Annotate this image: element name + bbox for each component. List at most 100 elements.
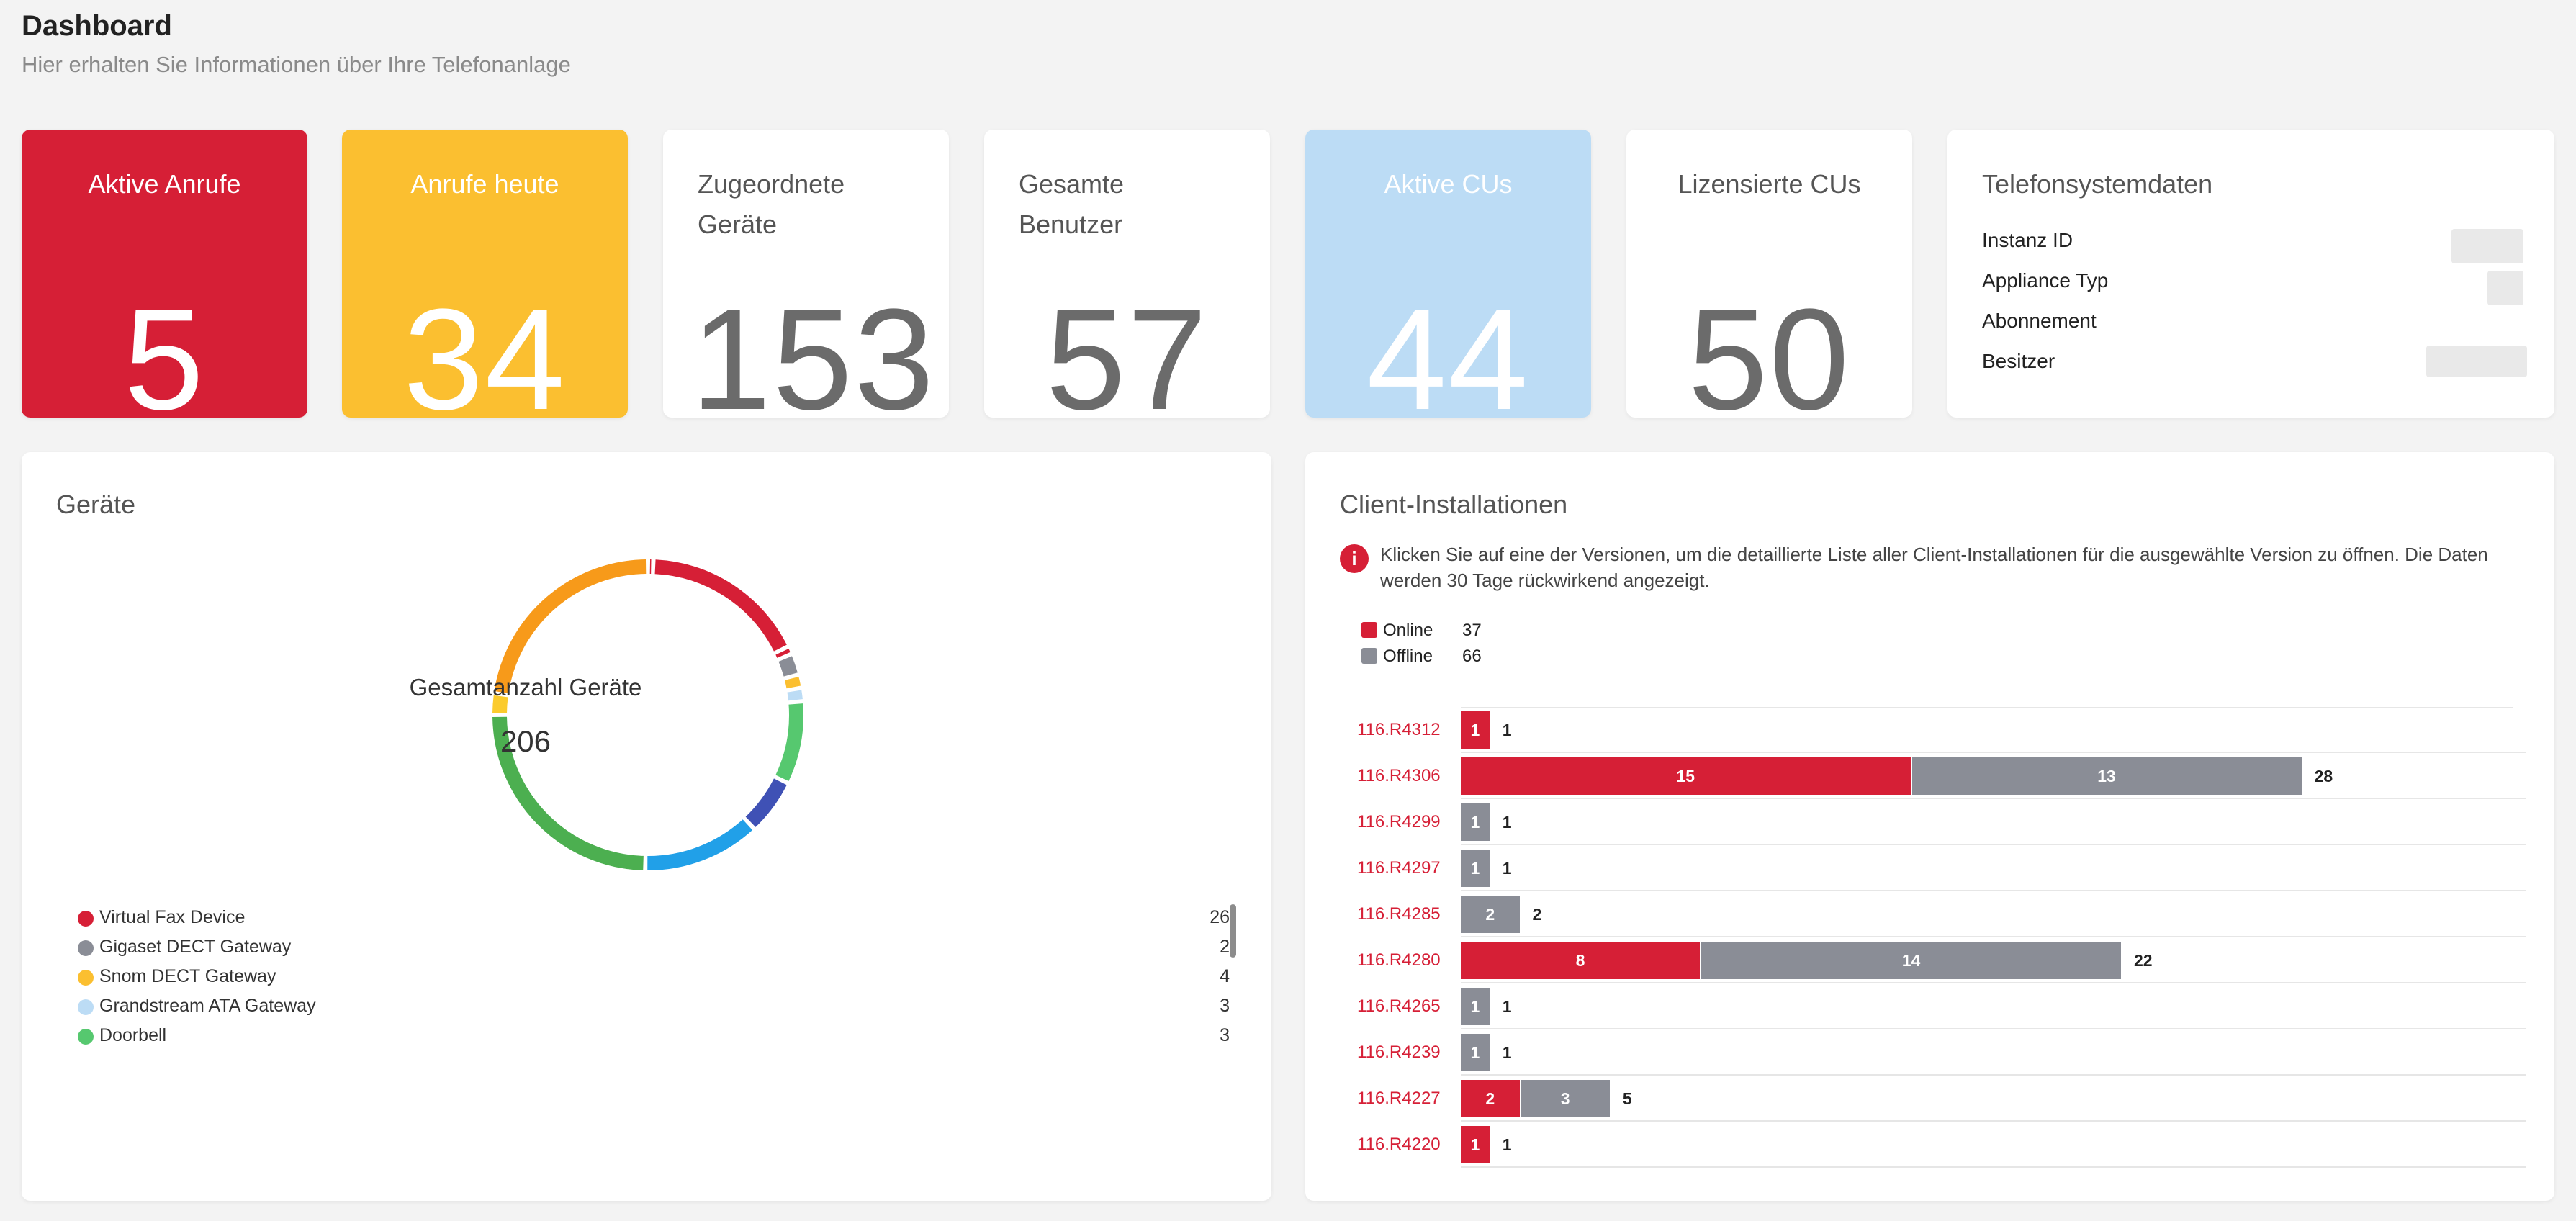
bar-total-label: 22 — [2133, 951, 2153, 970]
chart-gridline — [1461, 752, 2526, 753]
donut-segment[interactable] — [775, 703, 803, 781]
chart-gridline — [1461, 798, 2526, 799]
version-label[interactable]: 116.R4306 — [1357, 766, 1441, 785]
page-title: Dashboard — [22, 10, 172, 42]
card-assigned-devices[interactable]: Zugeordnete Geräte 153 — [663, 130, 949, 432]
legend-dot — [78, 999, 94, 1015]
donut-segment[interactable] — [494, 559, 647, 694]
donut-center-value: 206 — [500, 724, 551, 758]
card-system-data: Telefonsystemdaten Instanz ID Appliance … — [1947, 130, 2554, 418]
card-total-users[interactable]: Gesamte Benutzer 57 — [984, 130, 1270, 432]
bar-online[interactable]: 1 — [1461, 1126, 1490, 1163]
bar-total-label: 28 — [2314, 767, 2333, 785]
bar-offline[interactable]: 2 — [1461, 896, 1520, 933]
bar-online[interactable]: 1 — [1461, 711, 1490, 749]
bar-offline[interactable]: 1 — [1461, 803, 1490, 841]
bar-row[interactable]: 116.R4312 1 1 — [1305, 707, 2567, 753]
panel-title: Geräte — [56, 490, 136, 519]
chart-gridline — [1461, 890, 2526, 891]
version-label[interactable]: 116.R4220 — [1357, 1135, 1441, 1154]
card-value: 44 — [1366, 279, 1530, 440]
bar-row[interactable]: 116.R4227 2 3 5 — [1305, 1076, 2567, 1122]
chart-gridline — [1461, 936, 2526, 937]
card-title: Lizensierte CUs — [1677, 169, 1861, 199]
card-title: Aktive CUs — [1384, 169, 1513, 199]
donut-center-label: Gesamtanzahl Geräte — [409, 674, 642, 700]
legend-scrollbar[interactable] — [1230, 904, 1236, 958]
version-label[interactable]: 116.R4297 — [1357, 858, 1441, 878]
version-label[interactable]: 116.R4285 — [1357, 904, 1441, 924]
bar-total-label: 1 — [1502, 1135, 1512, 1154]
card-active-calls[interactable]: Aktive Anrufe 5 — [22, 130, 307, 432]
version-label[interactable]: 116.R4280 — [1357, 950, 1441, 970]
info-text: Klicken Sie auf eine der Versionen, um d… — [1380, 544, 2488, 591]
legend-label: Gigaset DECT Gateway — [99, 937, 292, 957]
donut-segment[interactable] — [647, 819, 753, 870]
bar-offline[interactable]: 1 — [1461, 988, 1490, 1025]
legend-dot — [78, 911, 94, 927]
bar-row[interactable]: 116.R4306 15 13 28 — [1305, 753, 2567, 799]
bar-row[interactable]: 116.R4220 1 1 — [1305, 1122, 2567, 1168]
chart-gridline — [1461, 1074, 2526, 1076]
system-row-owner: Besitzer — [1982, 350, 2055, 372]
panel-title: Client-Installationen — [1340, 490, 1568, 519]
summary-value: 37 — [1462, 621, 1482, 640]
legend-item[interactable]: Virtual Fax Device 26 — [78, 904, 1230, 933]
chart-gridline — [1461, 1028, 2526, 1029]
bar-online[interactable]: 2 — [1461, 1080, 1520, 1117]
legend-count: 3 — [1220, 996, 1230, 1016]
bar-online[interactable]: 8 — [1461, 942, 1701, 979]
bar-total-label: 1 — [1502, 813, 1512, 832]
redacted-value — [2451, 229, 2523, 263]
bar-row[interactable]: 116.R4285 2 2 — [1305, 891, 2567, 937]
bar-row[interactable]: 116.R4280 8 14 22 — [1305, 937, 2567, 983]
bar-offline[interactable]: 3 — [1521, 1080, 1610, 1117]
legend-dot — [78, 940, 94, 956]
chart-gridline — [1461, 707, 2513, 708]
bar-offline[interactable]: 14 — [1701, 942, 2121, 979]
bar-online[interactable]: 15 — [1461, 757, 1911, 795]
page-subtitle: Hier erhalten Sie Informationen über Ihr… — [22, 52, 571, 77]
bar-row[interactable]: 116.R4265 1 1 — [1305, 983, 2567, 1029]
devices-donut-chart — [492, 559, 803, 870]
bar-total-label: 1 — [1502, 859, 1512, 878]
legend-label: Grandstream ATA Gateway — [99, 996, 316, 1016]
donut-segment[interactable] — [492, 716, 644, 870]
version-label[interactable]: 116.R4299 — [1357, 812, 1441, 832]
card-active-cus[interactable]: Aktive CUs 44 — [1305, 130, 1591, 432]
donut-segment[interactable] — [492, 695, 508, 713]
legend-count: 4 — [1220, 966, 1230, 986]
legend-item[interactable]: Doorbell 3 — [78, 1022, 1230, 1051]
bar-row[interactable]: 116.R4297 1 1 — [1305, 845, 2567, 891]
system-row-instance-id: Instanz ID — [1982, 229, 2073, 251]
card-title: Gesamte Benutzer — [1019, 169, 1125, 239]
legend-dot — [78, 970, 94, 986]
bar-offline[interactable]: 1 — [1461, 850, 1490, 887]
card-licensed-cus[interactable]: Lizensierte CUs 50 — [1626, 130, 1912, 432]
card-value: 50 — [1688, 279, 1851, 440]
bar-row[interactable]: 116.R4239 1 1 — [1305, 1029, 2567, 1076]
donut-segment[interactable] — [787, 690, 803, 701]
version-label[interactable]: 116.R4265 — [1357, 996, 1441, 1016]
card-value: 5 — [123, 279, 206, 440]
version-label[interactable]: 116.R4227 — [1357, 1089, 1441, 1108]
bar-offline[interactable]: 1 — [1461, 1034, 1490, 1071]
donut-segment[interactable] — [745, 778, 787, 827]
donut-segment[interactable] — [778, 656, 798, 677]
legend-dot — [78, 1029, 94, 1045]
bar-total-label: 1 — [1502, 1043, 1512, 1062]
donut-segment[interactable] — [654, 559, 787, 652]
card-title: Zugeordnete Geräte — [698, 169, 845, 239]
system-row-subscription: Abonnement — [1982, 310, 2097, 332]
summary-value: 66 — [1462, 646, 1482, 666]
card-calls-today[interactable]: Anrufe heute 34 — [342, 130, 628, 432]
donut-segment[interactable] — [784, 677, 801, 689]
legend-item[interactable]: Snom DECT Gateway 4 — [78, 963, 1230, 992]
legend-item[interactable]: Grandstream ATA Gateway 3 — [78, 993, 1230, 1022]
version-label[interactable]: 116.R4239 — [1357, 1042, 1441, 1062]
legend-item[interactable]: Gigaset DECT Gateway 2 — [78, 934, 1230, 963]
bar-offline[interactable]: 13 — [1911, 757, 2302, 795]
donut-segment[interactable] — [775, 649, 791, 658]
version-label[interactable]: 116.R4312 — [1357, 720, 1441, 739]
bar-row[interactable]: 116.R4299 1 1 — [1305, 799, 2567, 845]
